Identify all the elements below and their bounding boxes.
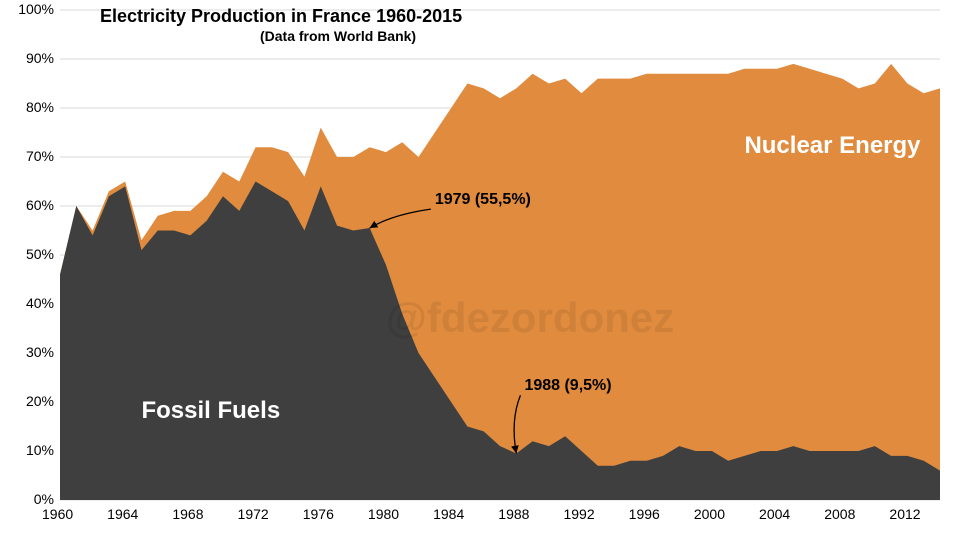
y-tick-label: 80% xyxy=(8,99,54,115)
y-tick-label: 90% xyxy=(8,50,54,66)
x-tick-label: 2004 xyxy=(759,506,790,522)
y-tick-label: 70% xyxy=(8,148,54,164)
y-tick-label: 60% xyxy=(8,197,54,213)
y-tick-label: 10% xyxy=(8,442,54,458)
x-tick-label: 1984 xyxy=(433,506,464,522)
chart-subtitle: (Data from World Bank) xyxy=(260,28,416,44)
y-tick-label: 100% xyxy=(8,1,54,17)
annotation-label: 1979 (55,5%) xyxy=(435,191,531,209)
x-tick-label: 1992 xyxy=(563,506,594,522)
x-tick-label: 2008 xyxy=(824,506,855,522)
x-tick-label: 2000 xyxy=(694,506,725,522)
x-tick-label: 1976 xyxy=(303,506,334,522)
y-tick-label: 0% xyxy=(8,491,54,507)
chart-title: Electricity Production in France 1960-20… xyxy=(100,6,462,27)
area-chart xyxy=(0,0,960,537)
y-tick-label: 30% xyxy=(8,344,54,360)
nuclear-label: Nuclear Energy xyxy=(744,132,920,160)
x-tick-label: 1988 xyxy=(498,506,529,522)
x-tick-label: 1964 xyxy=(107,506,138,522)
y-tick-label: 20% xyxy=(8,393,54,409)
fossil-label: Fossil Fuels xyxy=(141,397,280,425)
x-tick-label: 1980 xyxy=(368,506,399,522)
x-tick-label: 1960 xyxy=(42,506,73,522)
annotation-label: 1988 (9,5%) xyxy=(524,377,611,395)
y-tick-label: 50% xyxy=(8,246,54,262)
x-tick-label: 1968 xyxy=(172,506,203,522)
x-tick-label: 1996 xyxy=(629,506,660,522)
x-tick-label: 2012 xyxy=(889,506,920,522)
y-tick-label: 40% xyxy=(8,295,54,311)
x-tick-label: 1972 xyxy=(238,506,269,522)
